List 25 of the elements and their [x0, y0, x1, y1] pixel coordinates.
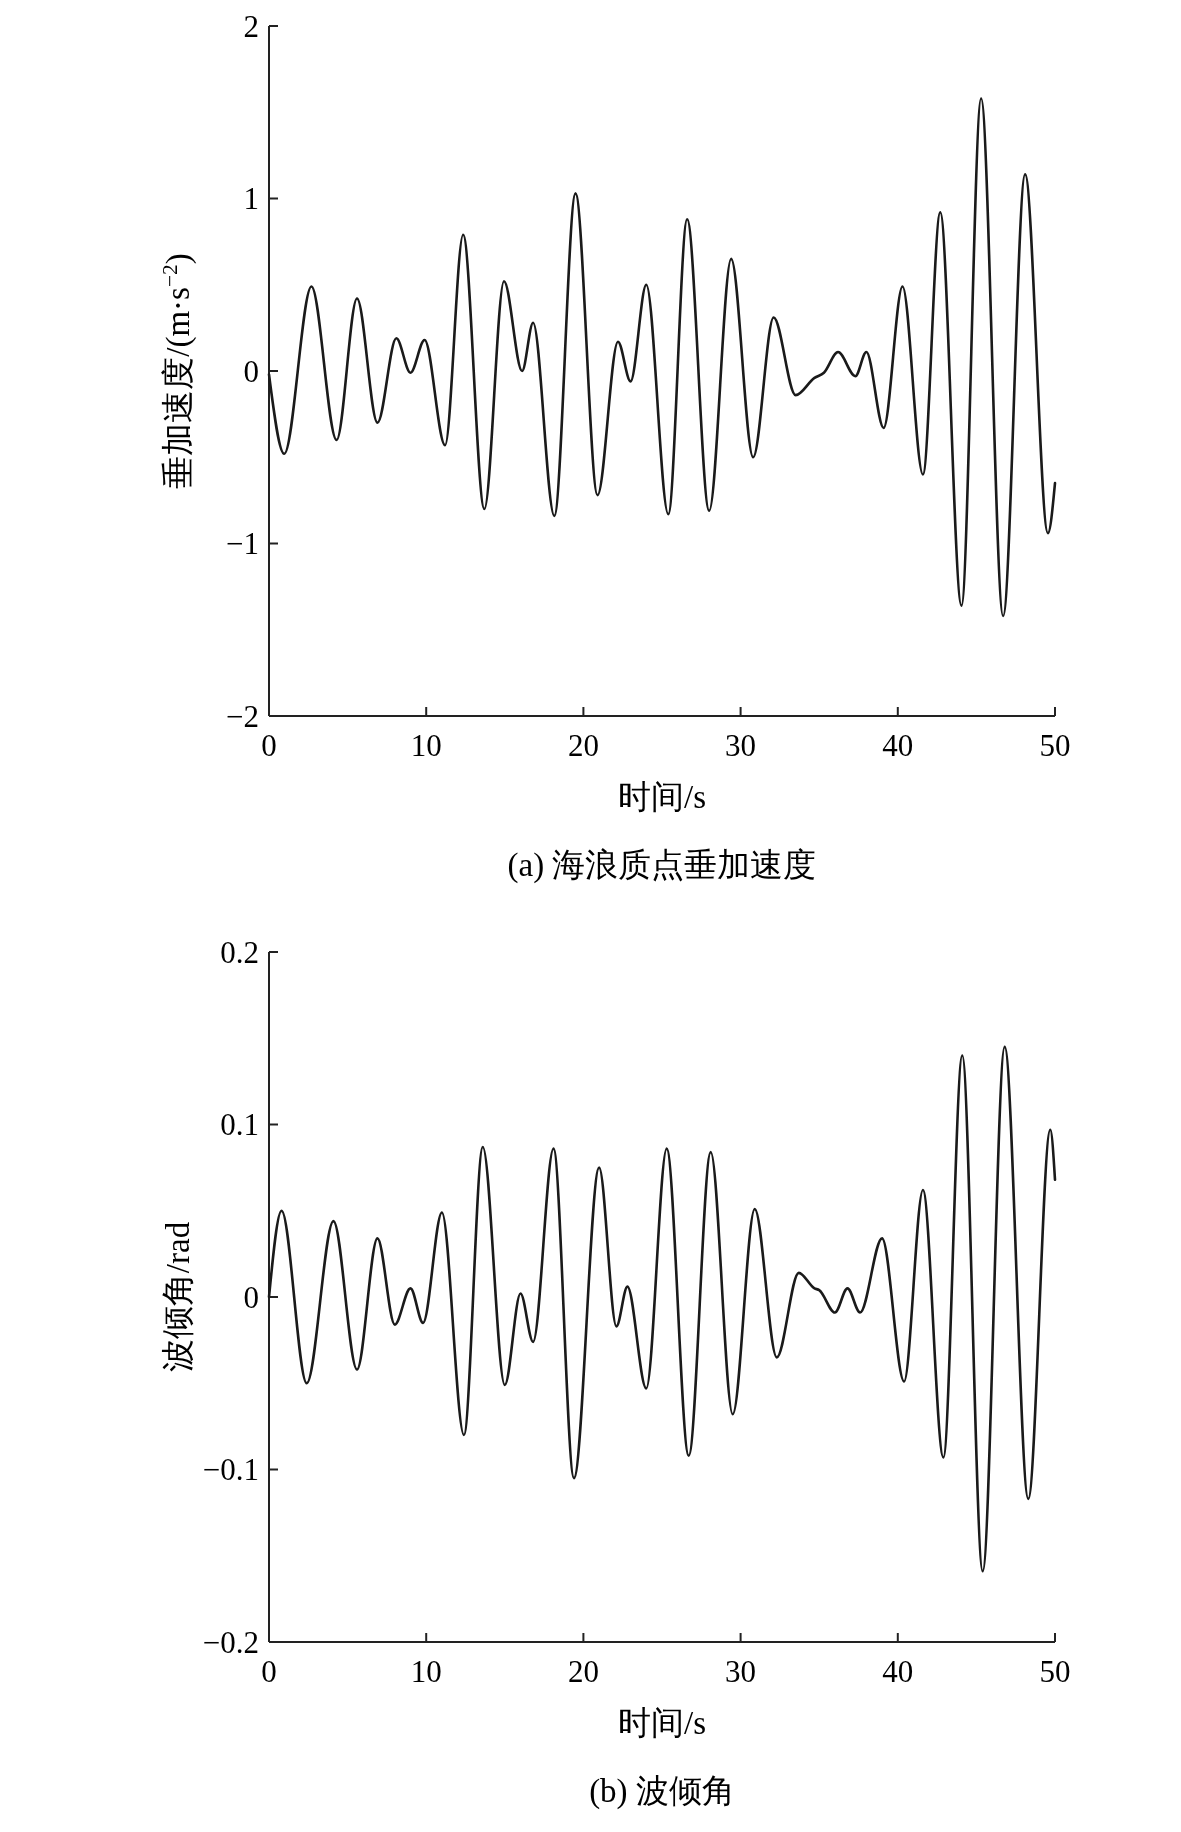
text: (b) 波倾角 — [589, 1773, 735, 1810]
y-tick-label: 1 — [243, 181, 259, 217]
x-tick-label: 30 — [725, 1654, 757, 1689]
y-tick-label: −0.2 — [202, 1624, 259, 1660]
x-tick-label: 10 — [410, 728, 442, 763]
y-tick-label: −1 — [226, 526, 259, 562]
y-tick-label: −2 — [226, 698, 259, 734]
x-tick-label: 20 — [567, 728, 599, 763]
x-axis-title: 时间/s — [617, 779, 707, 815]
x-tick-label: 40 — [882, 728, 914, 763]
text: (a) 海浪质点垂加速度 — [507, 847, 817, 884]
y-tick-label: 0 — [243, 1279, 259, 1315]
y-tick-label: 0 — [243, 353, 259, 389]
x-tick-label: 30 — [725, 728, 757, 763]
x-tick-label: 20 — [567, 1654, 599, 1689]
x-tick-label: 50 — [1039, 728, 1071, 763]
x-tick-label: 50 — [1039, 1654, 1071, 1689]
x-tick-label: 40 — [882, 1654, 914, 1689]
y-tick-label: 2 — [243, 8, 259, 44]
y-tick-label: 0.1 — [220, 1107, 259, 1143]
y-tick-label: 0.2 — [220, 934, 259, 970]
x-tick-label: 10 — [410, 1654, 442, 1689]
x-axis-title: 时间/s — [617, 1705, 707, 1741]
y-axis-title: 波倾角/rad — [160, 1221, 196, 1373]
y-tick-label: −0.1 — [202, 1452, 259, 1488]
